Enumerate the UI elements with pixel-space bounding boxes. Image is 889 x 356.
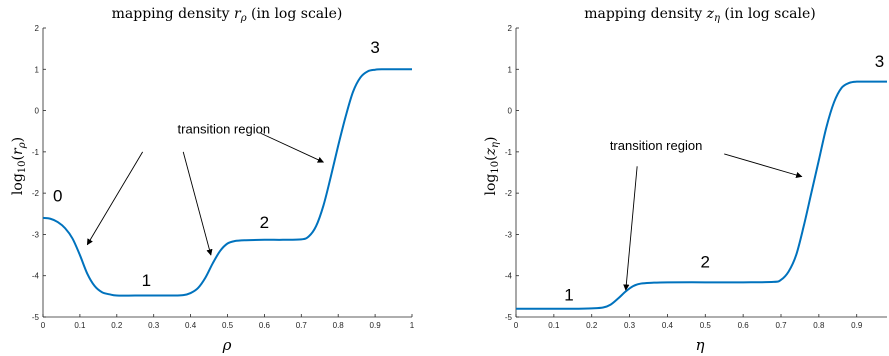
left-y-tick-label: 0 (35, 107, 40, 116)
right-x-tick-label: 0.5 (700, 321, 712, 330)
right-x-tick-label: 0.3 (624, 321, 636, 330)
left-x-tick-label: 1 (410, 321, 415, 330)
right-y-axis-label: log10(zη) (483, 137, 501, 196)
left-x-tick-label: 0.9 (370, 321, 382, 330)
right-region-label: 3 (875, 52, 884, 71)
right-x-tick-label: 0.4 (662, 321, 674, 330)
left-annotation-arrow (182, 151, 213, 256)
right-x-tick-label: 0 (514, 321, 519, 330)
left-y-tick-label: -5 (32, 313, 40, 322)
left-density-curve (42, 68, 412, 297)
left-x-tick-label: 0.1 (74, 321, 86, 330)
left-x-tick-label: 0.2 (111, 321, 123, 330)
left-x-tick-label: 0.8 (333, 321, 345, 330)
right-x-tick-label: 0.7 (775, 321, 787, 330)
left-x-tick-label: 0.5 (222, 321, 234, 330)
left-annotation-arrow (260, 132, 325, 163)
left-x-tick-label: 0.6 (259, 321, 271, 330)
right-x-tick-label: 0.9 (851, 321, 863, 330)
right-density-curve (515, 80, 887, 310)
left-region-label: 0 (53, 186, 62, 205)
right-x-axis-label: η (696, 336, 705, 354)
right-x-tick-label: 0.2 (586, 321, 598, 330)
right-annotation-arrow (724, 153, 803, 179)
left-y-axis-label: log10(rρ) (10, 137, 28, 195)
right-x-tick-label: 0.6 (738, 321, 750, 330)
right-y-tick-label: -1 (505, 148, 513, 157)
left-chart-title: mapping density rρ (in log scale) (112, 6, 343, 24)
right-chart: mapping density zη (in log scale) 0 0.1 0.… (483, 6, 887, 354)
right-plot-area: 0 0.1 0.2 0.3 0.4 0.5 0.6 0.7 0.8 0.9 -5 -4 -3 -2 -1 0 1… (505, 24, 887, 330)
right-y-tick-label: 0 (508, 107, 513, 116)
right-x-tick-label: 0.8 (813, 321, 825, 330)
right-annotation-arrow (623, 166, 638, 291)
left-annotation-text: transition region (178, 121, 271, 136)
right-chart-title: mapping density zη (in log scale) (584, 6, 816, 24)
right-x-tick-label: 0.1 (548, 321, 560, 330)
left-x-tick-label: 0.7 (296, 321, 308, 330)
right-y-tick-label: -5 (505, 313, 513, 322)
left-y-tick-label: -2 (32, 189, 40, 198)
left-y-tick-label: 2 (35, 24, 40, 33)
right-y-tick-label: 1 (508, 65, 513, 74)
right-annotation-text: transition region (610, 138, 703, 153)
right-y-tick-label: -2 (505, 189, 513, 198)
left-y-tick-label: -1 (32, 148, 40, 157)
left-y-tick-label: -4 (32, 272, 40, 281)
left-y-tick-label: 1 (35, 65, 40, 74)
left-x-axis-label: ρ (222, 336, 232, 354)
left-annotation-arrow (86, 151, 144, 246)
right-y-tick-label: -4 (505, 272, 513, 281)
left-region-label: 3 (370, 38, 379, 57)
left-chart: mapping density rρ (in log scale) 0 0.1 0.… (10, 6, 415, 354)
left-region-label: 1 (142, 271, 151, 290)
left-y-tick-label: -3 (32, 230, 40, 239)
right-region-label: 2 (701, 252, 710, 271)
right-y-tick-label: -3 (505, 230, 513, 239)
right-y-tick-label: 2 (508, 24, 513, 33)
left-region-label: 2 (260, 213, 269, 232)
left-x-tick-label: 0.4 (185, 321, 197, 330)
left-x-tick-label: 0 (41, 321, 46, 330)
right-region-label: 1 (564, 285, 573, 304)
left-x-tick-label: 0.3 (148, 321, 160, 330)
left-plot-area: 0 0.1 0.2 0.3 0.4 0.5 0.6 0.7 0.8 0.9 1 -5 -4 -3 -2 -1 0… (32, 24, 415, 330)
